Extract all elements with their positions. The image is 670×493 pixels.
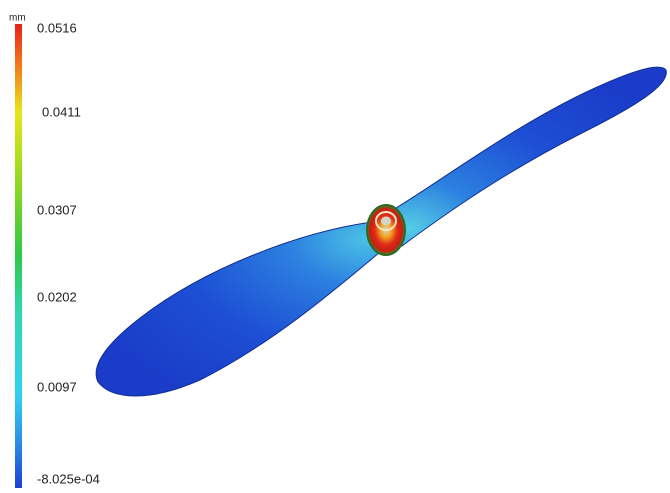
blade-left [96, 222, 380, 396]
legend-label: 0.0411 [42, 104, 81, 119]
legend-label: 0.0307 [37, 202, 77, 217]
legend-label: 0.0097 [37, 379, 77, 394]
legend-unit: mm [9, 13, 26, 24]
legend-label: 0.0516 [37, 20, 77, 35]
blade-right [396, 67, 666, 246]
hub-center [381, 217, 391, 226]
result-view: mm 0.0516 0.0411 0.0307 0.0202 0.0097 -8… [0, 0, 670, 488]
legend-label: -8.025e-04 [37, 471, 100, 486]
color-bar [15, 24, 22, 488]
legend-label: 0.0202 [37, 289, 77, 304]
